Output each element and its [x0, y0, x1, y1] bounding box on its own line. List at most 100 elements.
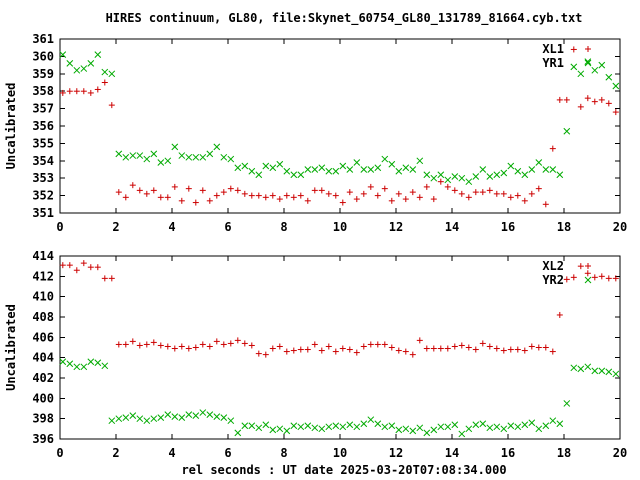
data-point-yr2 — [591, 367, 599, 375]
data-point-xl1 — [332, 192, 339, 199]
data-point-yr2 — [59, 358, 67, 366]
upper-x-tick-label: 0 — [56, 220, 63, 234]
data-point-xl1 — [185, 185, 192, 192]
data-point-yr1 — [444, 176, 452, 184]
data-point-xl1 — [381, 185, 388, 192]
data-point-yr1 — [248, 167, 256, 175]
data-point-xl2 — [339, 345, 346, 352]
data-point-xl1 — [220, 189, 227, 196]
data-point-yr2 — [115, 415, 123, 423]
data-point-yr1 — [185, 153, 193, 161]
data-point-xl2 — [234, 337, 241, 344]
data-point-yr2 — [500, 425, 508, 433]
data-point-xl1 — [192, 199, 199, 206]
data-point-xl1 — [66, 88, 73, 95]
data-point-xl1 — [297, 192, 304, 199]
data-point-yr1 — [171, 143, 179, 151]
data-point-yr1 — [514, 167, 522, 175]
data-point-yr2 — [87, 358, 95, 366]
data-point-xl2 — [80, 260, 87, 267]
data-point-yr2 — [157, 414, 165, 422]
data-point-xl1 — [108, 102, 115, 109]
data-point-yr1 — [486, 173, 494, 180]
data-point-xl2 — [213, 338, 220, 345]
legend-label-yr2: YR2 — [542, 273, 564, 287]
upper-x-tick-label: 18 — [557, 220, 571, 234]
data-point-xl2 — [297, 346, 304, 353]
upper-x-tick-label: 20 — [613, 220, 627, 234]
data-point-xl2 — [87, 264, 94, 271]
data-point-xl1 — [423, 183, 430, 190]
data-point-yr2 — [402, 425, 410, 433]
data-point-xl2 — [591, 274, 598, 281]
data-point-yr2 — [409, 427, 417, 435]
data-point-yr1 — [507, 162, 515, 170]
data-point-xl2 — [395, 347, 402, 354]
lower-x-tick-label: 14 — [445, 446, 459, 460]
data-point-yr2 — [80, 363, 88, 371]
data-point-yr2 — [227, 417, 235, 425]
data-point-xl1 — [178, 197, 185, 204]
data-point-yr1 — [297, 171, 305, 179]
data-point-yr2 — [122, 414, 130, 422]
data-point-yr2 — [549, 417, 557, 425]
data-point-xl2 — [374, 341, 381, 348]
data-point-yr2 — [507, 422, 515, 430]
data-point-yr1 — [241, 162, 249, 170]
data-point-xl2 — [563, 276, 570, 283]
upper-y-tick-label: 355 — [32, 136, 54, 150]
data-point-xl2 — [255, 350, 262, 357]
data-point-xl1 — [493, 190, 500, 197]
data-point-yr2 — [143, 417, 151, 425]
data-point-yr1 — [311, 166, 319, 173]
data-point-yr2 — [241, 422, 249, 430]
data-point-yr2 — [325, 423, 333, 431]
data-point-yr1 — [605, 73, 613, 81]
data-point-yr2 — [563, 400, 571, 407]
data-point-xl1 — [388, 197, 395, 204]
data-point-xl1 — [528, 190, 535, 197]
data-point-xl1 — [318, 187, 325, 194]
data-point-xl1 — [507, 194, 514, 201]
data-point-yr2 — [556, 420, 564, 428]
legend-marker-yr1 — [584, 59, 592, 67]
data-point-yr2 — [332, 422, 340, 430]
data-point-yr1 — [346, 166, 354, 173]
data-point-xl2 — [458, 342, 465, 349]
data-point-xl2 — [521, 347, 528, 354]
data-point-xl2 — [353, 349, 360, 356]
data-point-yr2 — [570, 364, 578, 372]
upper-x-tick-label: 16 — [501, 220, 515, 234]
data-point-xl1 — [157, 194, 164, 201]
lower-x-tick-label: 6 — [224, 446, 231, 460]
data-point-yr1 — [465, 178, 473, 186]
data-point-xl2 — [514, 346, 521, 353]
data-point-yr2 — [598, 367, 606, 375]
data-point-yr1 — [255, 171, 263, 179]
data-point-yr1 — [101, 68, 109, 76]
data-point-xl1 — [430, 196, 437, 203]
lower-y-tick-label: 410 — [32, 290, 54, 304]
data-point-yr2 — [129, 412, 137, 419]
lower-y-tick-label: 406 — [32, 330, 54, 344]
data-point-yr1 — [472, 173, 480, 180]
upper-series-xl1 — [59, 46, 619, 208]
data-point-yr2 — [94, 359, 102, 367]
data-point-xl1 — [549, 145, 556, 152]
upper-y-tick-label: 360 — [32, 49, 54, 63]
data-point-yr2 — [220, 414, 228, 422]
lower-x-tick-label: 8 — [280, 446, 287, 460]
data-point-xl2 — [248, 342, 255, 349]
data-point-xl1 — [199, 187, 206, 194]
data-point-xl2 — [73, 267, 80, 274]
data-point-yr1 — [430, 174, 438, 182]
data-point-yr2 — [528, 419, 536, 427]
lower-series-xl2 — [59, 260, 619, 358]
upper-panel: 0 2 4 6 8 10 12 14 16 18 20 351 352 353 354 355 356 357 35… — [4, 32, 627, 234]
data-point-yr1 — [290, 171, 298, 179]
data-point-xl1 — [255, 192, 262, 199]
data-point-yr1 — [178, 152, 186, 159]
data-point-xl1 — [276, 196, 283, 203]
